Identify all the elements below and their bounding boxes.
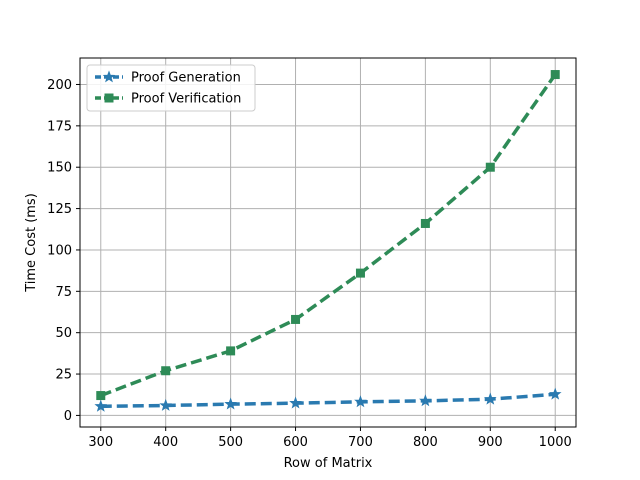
legend: Proof Generation Proof Verification [86, 64, 256, 112]
x-tick-label: 900 [478, 435, 503, 450]
data-point-proof-verification [161, 366, 171, 376]
legend-marker [102, 70, 116, 83]
series-line-proof-generation [100, 392, 556, 409]
data-point-proof-generation [354, 395, 367, 408]
x-tick-label: 400 [153, 435, 178, 450]
series-proof-verification [96, 70, 560, 401]
data-point-proof-verification [420, 218, 430, 228]
data-point-proof-generation [548, 387, 562, 400]
data-point-proof-generation [419, 394, 432, 407]
y-tick-label: 50 [55, 326, 72, 341]
legend-item-proof-generation: Proof Generation [95, 70, 241, 86]
y-tick-label: 0 [64, 409, 72, 424]
data-point-proof-verification [485, 162, 495, 172]
ticks: 300 400 500 600 700 800 900 1000 0 25 50 75 100 125 15… [47, 78, 572, 450]
y-tick-label: 175 [47, 119, 72, 134]
data-point-proof-verification [291, 314, 301, 324]
x-tick-label: 1000 [539, 435, 572, 450]
x-tick-label: 500 [218, 435, 243, 450]
data-point-proof-verification [355, 268, 365, 278]
x-tick-label: 300 [88, 435, 113, 450]
series-proof-generation [94, 387, 562, 412]
y-tick-label: 200 [47, 78, 72, 93]
series-layer [94, 70, 562, 412]
x-tick-label: 800 [413, 435, 438, 450]
y-tick-label: 25 [55, 368, 72, 383]
legend-label: Proof Verification [131, 92, 241, 107]
series-line-proof-verification [100, 73, 557, 398]
y-tick-label: 150 [47, 161, 72, 176]
data-point-proof-generation [289, 396, 302, 409]
legend-marker [104, 93, 114, 103]
data-point-proof-verification [226, 346, 236, 356]
legend-box [86, 64, 256, 112]
y-tick-label: 100 [47, 243, 72, 258]
y-axis-label: Time Cost (ms) [24, 193, 39, 293]
data-point-proof-generation [483, 392, 497, 405]
x-tick-label: 700 [348, 435, 373, 450]
grid [80, 58, 576, 427]
x-axis-label: Row of Matrix [284, 456, 373, 471]
legend-label: Proof Generation [131, 71, 241, 86]
data-point-proof-generation [94, 399, 108, 412]
data-point-proof-verification [96, 391, 106, 401]
y-tick-label: 75 [55, 285, 72, 300]
data-point-proof-verification [550, 70, 560, 80]
legend-item-proof-verification: Proof Verification [95, 92, 241, 107]
y-tick-label: 125 [47, 202, 72, 217]
data-point-proof-generation [224, 397, 237, 410]
x-tick-label: 600 [283, 435, 308, 450]
data-point-proof-generation [159, 398, 173, 411]
plot-frame [79, 57, 577, 428]
